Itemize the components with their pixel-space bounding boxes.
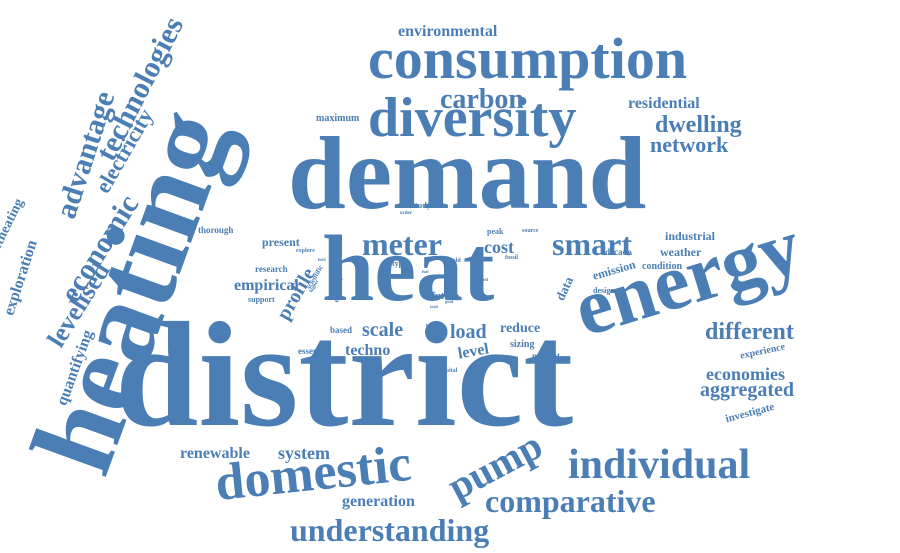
word-meter: meter <box>362 226 442 262</box>
word-consumption: consumption <box>368 26 688 91</box>
word-carbon: carbon <box>440 84 524 115</box>
word-design: design <box>593 286 615 295</box>
word-fuel: fuel <box>422 269 429 274</box>
word-network: network <box>650 132 729 157</box>
word-thorough: thorough <box>198 225 234 235</box>
word-renewable: renewable <box>180 445 250 462</box>
word-sizing: sizing <box>510 339 535 350</box>
word-heat: heat <box>322 217 495 321</box>
word-different: different <box>705 319 794 345</box>
word-research: research <box>255 264 288 274</box>
word-experience: experience <box>739 341 787 362</box>
word-scale: scale <box>362 319 404 341</box>
word-most: most <box>478 278 489 283</box>
word-fossil: fossil <box>505 255 519 261</box>
word-diversity: diversity <box>368 87 577 149</box>
word-total: total <box>430 304 438 309</box>
word-industrial: industrial <box>665 229 716 243</box>
word-environmental: environmental <box>398 23 498 40</box>
word-reduce: reduce <box>500 321 541 336</box>
word-order: order <box>400 211 412 216</box>
word-comparative: comparative <box>485 483 656 519</box>
word-based: based <box>330 325 353 335</box>
word-dwelling: dwelling <box>655 112 742 138</box>
word-decade: decade <box>605 247 632 257</box>
word-support: support <box>248 295 275 304</box>
word-generation: generation <box>342 493 415 510</box>
word-understanding: understanding <box>290 512 490 548</box>
word-good: good <box>445 299 454 304</box>
word-district: district <box>115 292 574 458</box>
word-present: present <box>262 235 300 249</box>
word-maximum: maximum <box>316 113 360 124</box>
word-explore: explore <box>296 248 315 254</box>
word-exploration: exploration <box>0 238 41 318</box>
word-role: role <box>423 277 430 282</box>
word-investigate: investigate <box>724 400 776 426</box>
word-essential: essential <box>298 346 331 356</box>
word-empirical: empirical <box>234 277 299 294</box>
word-aggregated: aggregated <box>700 379 795 401</box>
word-better: better <box>426 324 439 329</box>
word-field: field <box>318 257 326 262</box>
word-demand: demand <box>288 116 647 231</box>
word-market: market <box>532 351 560 361</box>
word-system: system <box>278 443 330 463</box>
word-future: future <box>432 291 459 302</box>
word-individual: individual <box>568 442 751 488</box>
word-type: type <box>392 259 407 268</box>
word-economies: economies <box>706 364 785 384</box>
word-cost: cost <box>484 237 514 257</box>
word-techno: techno <box>345 342 391 359</box>
word-peak: peak <box>487 227 504 236</box>
word-carbon-residential: residential <box>628 95 700 112</box>
word-cold: cold <box>450 258 461 264</box>
word-study: study <box>412 201 431 210</box>
word-weather: weather <box>660 245 702 259</box>
word-load: load <box>450 321 487 343</box>
word-source: source <box>522 228 539 234</box>
word-condition: condition <box>642 261 683 272</box>
word-post: post <box>452 293 460 298</box>
word-capital: capital <box>440 368 458 374</box>
word-smart: smart <box>552 226 632 262</box>
